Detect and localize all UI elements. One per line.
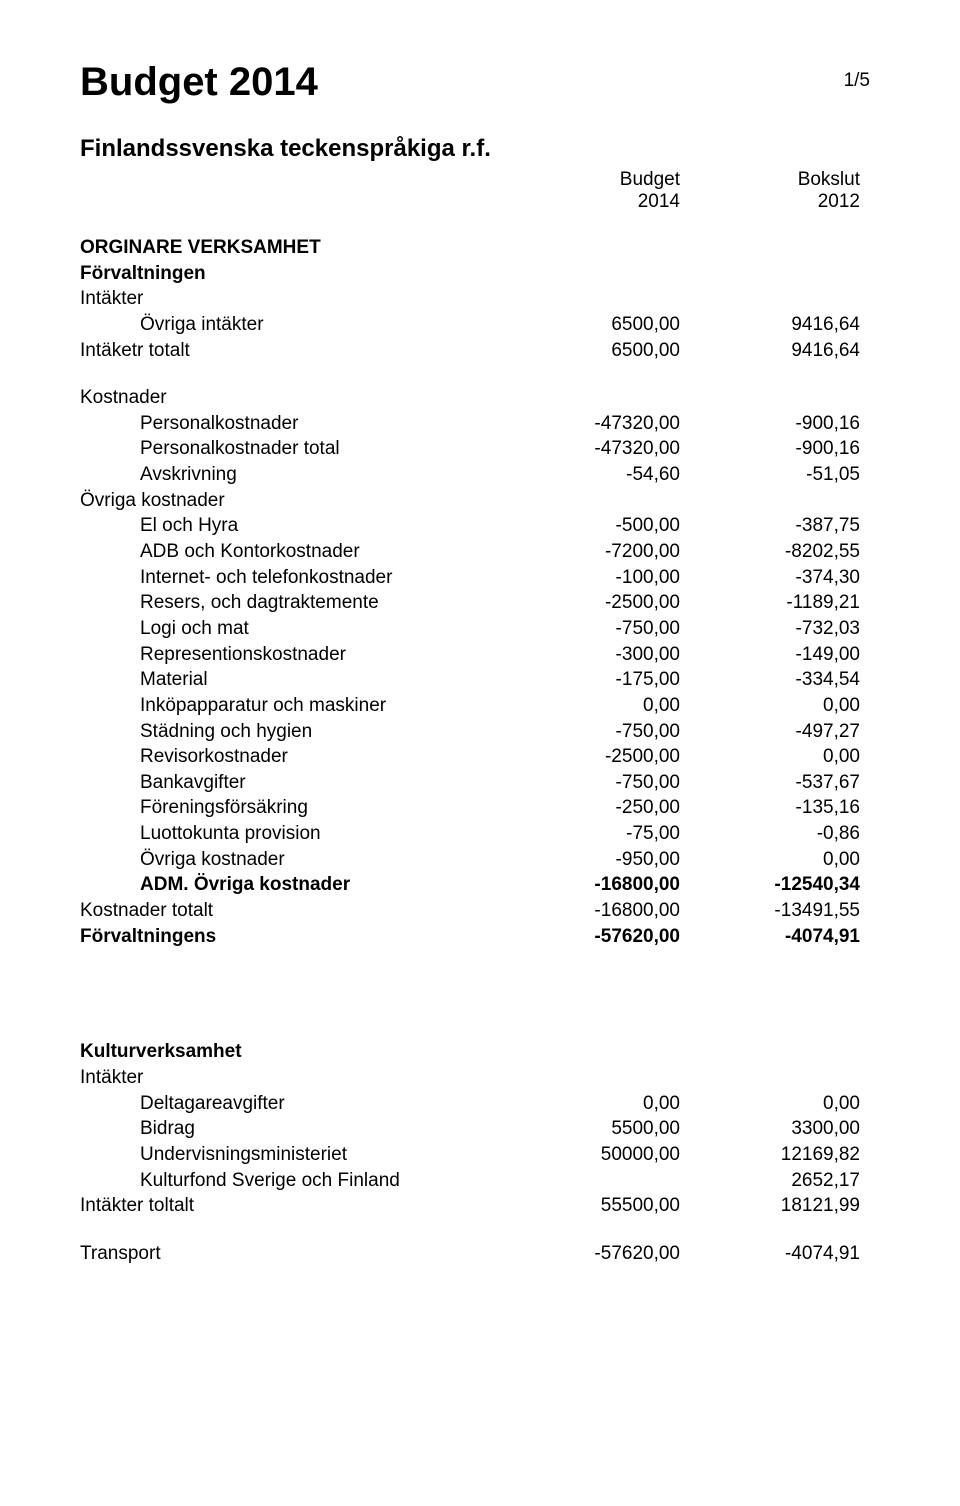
table-row-label: Bidrag — [80, 1116, 500, 1142]
column-header-bokslut: Bokslut — [680, 169, 860, 191]
table-cell: 0,00 — [500, 1091, 680, 1117]
section-header: Kulturverksamhet — [80, 1039, 500, 1065]
table-cell: -0,86 — [680, 821, 860, 847]
section-header: ORGINARE VERKSAMHET — [80, 235, 500, 261]
table-cell: 0,00 — [680, 744, 860, 770]
table-cell: 0,00 — [680, 847, 860, 873]
table-row-label: Luottokunta provision — [80, 821, 500, 847]
table-row-label: Intäketr totalt — [80, 338, 500, 364]
ovriga-kostnader-label: Övriga kostnader — [80, 488, 500, 514]
table-cell: 50000,00 — [500, 1142, 680, 1168]
table-cell: -2500,00 — [500, 590, 680, 616]
table-row-label: Intäkter toltalt — [80, 1193, 500, 1219]
table-cell: 12169,82 — [680, 1142, 860, 1168]
table-cell: -47320,00 — [500, 411, 680, 437]
table-row-label: Deltagareavgifter — [80, 1091, 500, 1117]
table-cell: -75,00 — [500, 821, 680, 847]
table-cell: 18121,99 — [680, 1193, 860, 1219]
table-row-label: Resers, och dagtraktemente — [80, 590, 500, 616]
table-cell: 3300,00 — [680, 1116, 860, 1142]
table-cell: 0,00 — [680, 693, 860, 719]
table-cell: -537,67 — [680, 770, 860, 796]
table-cell: 2652,17 — [680, 1168, 860, 1194]
table-row-label: Avskrivning — [80, 462, 500, 488]
table-row-label: Kostnader totalt — [80, 898, 500, 924]
table-cell: -4074,91 — [680, 924, 860, 950]
page-number: 1/5 — [844, 70, 870, 92]
table-cell: -57620,00 — [500, 1241, 680, 1267]
table-cell: 6500,00 — [500, 312, 680, 338]
table-cell: -732,03 — [680, 616, 860, 642]
table-row-label: Material — [80, 667, 500, 693]
column-header-year-right: 2012 — [680, 191, 860, 213]
kostnader-label: Kostnader — [80, 385, 500, 411]
table-row-label: Övriga kostnader — [80, 847, 500, 873]
table-cell: 0,00 — [680, 1091, 860, 1117]
table-cell: -387,75 — [680, 513, 860, 539]
table-row-label: Internet- och telefonkostnader — [80, 565, 500, 591]
table-cell: -8202,55 — [680, 539, 860, 565]
table-cell: -374,30 — [680, 565, 860, 591]
table-cell: -175,00 — [500, 667, 680, 693]
table-cell: 9416,64 — [680, 312, 860, 338]
table-cell: -51,05 — [680, 462, 860, 488]
table-row-label: Personalkostnader total — [80, 436, 500, 462]
table-cell: -57620,00 — [500, 924, 680, 950]
intakter-label: Intäkter — [80, 286, 500, 312]
table-cell: -7200,00 — [500, 539, 680, 565]
table-row-label: ADB och Kontorkostnader — [80, 539, 500, 565]
table-row-label: ADM. Övriga kostnader — [80, 872, 500, 898]
table-row-label: Transport — [80, 1241, 500, 1267]
table-cell: -135,16 — [680, 795, 860, 821]
table-row-label: Övriga intäkter — [80, 312, 500, 338]
table-cell: -16800,00 — [500, 898, 680, 924]
table-cell: -500,00 — [500, 513, 680, 539]
table-cell: -900,16 — [680, 436, 860, 462]
table-cell: -2500,00 — [500, 744, 680, 770]
table-row-label: Kulturfond Sverige och Finland — [80, 1168, 500, 1194]
table-row-label: Inköpapparatur och maskiner — [80, 693, 500, 719]
table-cell: -16800,00 — [500, 872, 680, 898]
table-cell: -334,54 — [680, 667, 860, 693]
table-cell: -100,00 — [500, 565, 680, 591]
table-cell: -750,00 — [500, 770, 680, 796]
table-cell: -497,27 — [680, 719, 860, 745]
intakter-label: Intäkter — [80, 1065, 500, 1091]
table-cell: 5500,00 — [500, 1116, 680, 1142]
table-cell: -54,60 — [500, 462, 680, 488]
table-cell: -750,00 — [500, 616, 680, 642]
table-cell: -950,00 — [500, 847, 680, 873]
table-row-label: Förvaltningens — [80, 924, 500, 950]
table-cell — [500, 1168, 680, 1194]
table-cell: -250,00 — [500, 795, 680, 821]
table-cell: -13491,55 — [680, 898, 860, 924]
table-cell: 9416,64 — [680, 338, 860, 364]
table-cell: -300,00 — [500, 642, 680, 668]
table-cell: -149,00 — [680, 642, 860, 668]
table-row-label: Undervisningsministeriet — [80, 1142, 500, 1168]
column-header-budget: Budget — [500, 169, 680, 191]
document-title: Budget 2014 — [80, 60, 880, 105]
table-row-label: Logi och mat — [80, 616, 500, 642]
table-row-label: Bankavgifter — [80, 770, 500, 796]
table-row-label: Representionskostnader — [80, 642, 500, 668]
table-row-label: Revisorkostnader — [80, 744, 500, 770]
table-cell: 0,00 — [500, 693, 680, 719]
table-cell: -900,16 — [680, 411, 860, 437]
table-row-label: El och Hyra — [80, 513, 500, 539]
table-cell: -12540,34 — [680, 872, 860, 898]
column-header-year-left: 2014 — [500, 191, 680, 213]
table-cell: -750,00 — [500, 719, 680, 745]
table-cell: -1189,21 — [680, 590, 860, 616]
table-cell: 6500,00 — [500, 338, 680, 364]
table-row-label: Städning och hygien — [80, 719, 500, 745]
table-row-label: Föreningsförsäkring — [80, 795, 500, 821]
table-cell: -47320,00 — [500, 436, 680, 462]
table-cell: -4074,91 — [680, 1241, 860, 1267]
table-row-label: Personalkostnader — [80, 411, 500, 437]
section-subheader: Förvaltningen — [80, 261, 500, 287]
table-cell: 55500,00 — [500, 1193, 680, 1219]
document-subtitle: Finlandssvenska teckenspråkiga r.f. — [80, 135, 880, 163]
